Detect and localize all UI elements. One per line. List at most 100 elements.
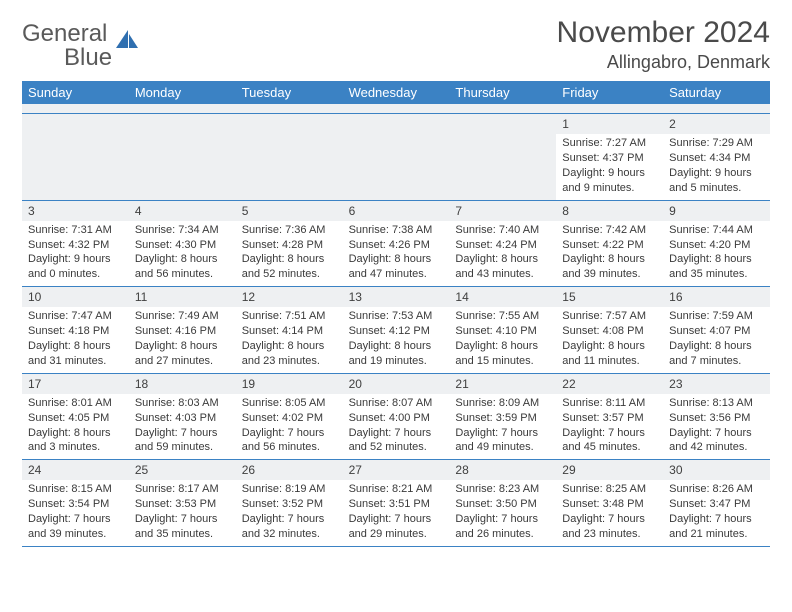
sunset-line: Sunset: 4:24 PM [455,238,550,253]
calendar-day [343,114,450,200]
sunrise-line: Sunrise: 8:13 AM [669,396,764,411]
sunset-line: Sunset: 4:08 PM [562,324,657,339]
day-details: Sunrise: 8:19 AMSunset: 3:52 PMDaylight:… [236,480,343,545]
calendar-header-row: Sunday Monday Tuesday Wednesday Thursday… [22,81,770,104]
sunrise-line: Sunrise: 8:05 AM [242,396,337,411]
day-number: 3 [22,201,129,221]
sunrise-line: Sunrise: 8:11 AM [562,396,657,411]
header: General Blue November 2024 Allingabro, D… [22,16,770,73]
daylight-line: Daylight: 7 hours and 29 minutes. [349,512,444,542]
day-details: Sunrise: 8:26 AMSunset: 3:47 PMDaylight:… [663,480,770,545]
sunrise-line: Sunrise: 7:53 AM [349,309,444,324]
sunrise-line: Sunrise: 8:01 AM [28,396,123,411]
daylight-line: Daylight: 7 hours and 45 minutes. [562,426,657,456]
daylight-line: Daylight: 9 hours and 5 minutes. [669,166,764,196]
sunrise-line: Sunrise: 7:44 AM [669,223,764,238]
calendar-day: 21Sunrise: 8:09 AMSunset: 3:59 PMDayligh… [449,374,556,460]
calendar-day: 9Sunrise: 7:44 AMSunset: 4:20 PMDaylight… [663,201,770,287]
calendar-week: 10Sunrise: 7:47 AMSunset: 4:18 PMDayligh… [22,287,770,374]
logo-word-2: Blue [64,44,112,71]
sunset-line: Sunset: 3:48 PM [562,497,657,512]
sunrise-line: Sunrise: 7:59 AM [669,309,764,324]
sunrise-line: Sunrise: 8:09 AM [455,396,550,411]
day-details: Sunrise: 8:23 AMSunset: 3:50 PMDaylight:… [449,480,556,545]
day-details: Sunrise: 7:49 AMSunset: 4:16 PMDaylight:… [129,307,236,372]
day-number: 30 [663,460,770,480]
day-number: 18 [129,374,236,394]
calendar-day: 8Sunrise: 7:42 AMSunset: 4:22 PMDaylight… [556,201,663,287]
calendar-body: 1Sunrise: 7:27 AMSunset: 4:37 PMDaylight… [22,114,770,547]
day-number: 24 [22,460,129,480]
sunset-line: Sunset: 4:16 PM [135,324,230,339]
day-header: Tuesday [236,81,343,104]
daylight-line: Daylight: 8 hours and 52 minutes. [242,252,337,282]
daylight-line: Daylight: 8 hours and 7 minutes. [669,339,764,369]
daylight-line: Daylight: 7 hours and 39 minutes. [28,512,123,542]
sunset-line: Sunset: 3:51 PM [349,497,444,512]
calendar-day: 24Sunrise: 8:15 AMSunset: 3:54 PMDayligh… [22,460,129,546]
calendar-day: 3Sunrise: 7:31 AMSunset: 4:32 PMDaylight… [22,201,129,287]
daylight-line: Daylight: 8 hours and 19 minutes. [349,339,444,369]
sunrise-line: Sunrise: 7:49 AM [135,309,230,324]
day-number: 27 [343,460,450,480]
calendar-day: 12Sunrise: 7:51 AMSunset: 4:14 PMDayligh… [236,287,343,373]
sunrise-line: Sunrise: 7:27 AM [562,136,657,151]
sunrise-line: Sunrise: 7:57 AM [562,309,657,324]
daylight-line: Daylight: 7 hours and 21 minutes. [669,512,764,542]
logo: General Blue [22,16,142,70]
day-details: Sunrise: 8:17 AMSunset: 3:53 PMDaylight:… [129,480,236,545]
daylight-line: Daylight: 7 hours and 23 minutes. [562,512,657,542]
sunset-line: Sunset: 4:18 PM [28,324,123,339]
calendar-day: 23Sunrise: 8:13 AMSunset: 3:56 PMDayligh… [663,374,770,460]
day-number: 28 [449,460,556,480]
sunrise-line: Sunrise: 7:55 AM [455,309,550,324]
calendar-day: 10Sunrise: 7:47 AMSunset: 4:18 PMDayligh… [22,287,129,373]
sunset-line: Sunset: 4:34 PM [669,151,764,166]
daylight-line: Daylight: 7 hours and 26 minutes. [455,512,550,542]
title-block: November 2024 Allingabro, Denmark [557,16,770,73]
page-title: November 2024 [557,16,770,50]
day-details: Sunrise: 7:29 AMSunset: 4:34 PMDaylight:… [663,134,770,199]
sunrise-line: Sunrise: 8:26 AM [669,482,764,497]
daylight-line: Daylight: 9 hours and 0 minutes. [28,252,123,282]
calendar-day: 26Sunrise: 8:19 AMSunset: 3:52 PMDayligh… [236,460,343,546]
calendar-day: 25Sunrise: 8:17 AMSunset: 3:53 PMDayligh… [129,460,236,546]
day-details: Sunrise: 7:36 AMSunset: 4:28 PMDaylight:… [236,221,343,286]
sunrise-line: Sunrise: 8:25 AM [562,482,657,497]
day-details: Sunrise: 7:57 AMSunset: 4:08 PMDaylight:… [556,307,663,372]
day-number: 26 [236,460,343,480]
sunset-line: Sunset: 4:07 PM [669,324,764,339]
day-details: Sunrise: 7:51 AMSunset: 4:14 PMDaylight:… [236,307,343,372]
day-details: Sunrise: 7:55 AMSunset: 4:10 PMDaylight:… [449,307,556,372]
calendar-day [22,114,129,200]
sunrise-line: Sunrise: 7:36 AM [242,223,337,238]
sunrise-line: Sunrise: 8:07 AM [349,396,444,411]
calendar-day: 15Sunrise: 7:57 AMSunset: 4:08 PMDayligh… [556,287,663,373]
sunrise-line: Sunrise: 8:17 AM [135,482,230,497]
day-number: 22 [556,374,663,394]
day-details: Sunrise: 8:25 AMSunset: 3:48 PMDaylight:… [556,480,663,545]
day-details: Sunrise: 8:07 AMSunset: 4:00 PMDaylight:… [343,394,450,459]
sunrise-line: Sunrise: 7:40 AM [455,223,550,238]
sunset-line: Sunset: 4:10 PM [455,324,550,339]
day-number: 17 [22,374,129,394]
day-number: 14 [449,287,556,307]
sunset-line: Sunset: 4:22 PM [562,238,657,253]
calendar-day [236,114,343,200]
calendar-day: 1Sunrise: 7:27 AMSunset: 4:37 PMDaylight… [556,114,663,200]
sunrise-line: Sunrise: 7:34 AM [135,223,230,238]
day-details: Sunrise: 7:53 AMSunset: 4:12 PMDaylight:… [343,307,450,372]
day-details: Sunrise: 8:03 AMSunset: 4:03 PMDaylight:… [129,394,236,459]
sunset-line: Sunset: 3:52 PM [242,497,337,512]
day-number: 29 [556,460,663,480]
calendar-day [129,114,236,200]
sunrise-line: Sunrise: 7:51 AM [242,309,337,324]
day-number: 25 [129,460,236,480]
daylight-line: Daylight: 7 hours and 49 minutes. [455,426,550,456]
calendar-day: 29Sunrise: 8:25 AMSunset: 3:48 PMDayligh… [556,460,663,546]
calendar-day: 7Sunrise: 7:40 AMSunset: 4:24 PMDaylight… [449,201,556,287]
day-number: 20 [343,374,450,394]
daylight-line: Daylight: 8 hours and 47 minutes. [349,252,444,282]
daylight-line: Daylight: 8 hours and 11 minutes. [562,339,657,369]
daylight-line: Daylight: 8 hours and 27 minutes. [135,339,230,369]
